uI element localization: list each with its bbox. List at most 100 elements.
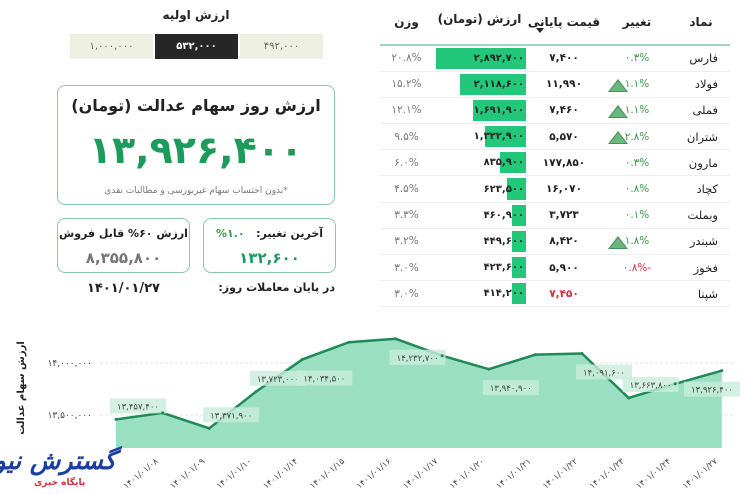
x-tick-label: ۱۴۰۱/۰۱/۲۱ [495, 457, 534, 492]
initial-option-532000[interactable]: ۵۳۲,۰۰۰ [155, 34, 238, 59]
holdings-table: نماد تغییر قیمت پایانی ارزش (تومان) وزن … [380, 0, 730, 308]
x-tick-label: ۱۴۰۱/۰۱/۲۷ [681, 456, 720, 491]
data-point [254, 390, 258, 394]
data-point [533, 353, 537, 357]
up-triangle-icon [608, 131, 628, 145]
table-row[interactable]: فولاد ۱.۱% ۱۱,۹۹۰ ۲,۱۱۸,۶۰۰ ۱۵.۲% [380, 71, 730, 98]
value-bar [485, 126, 526, 148]
data-point [161, 411, 165, 415]
value-cell: ۴۱۴,۲۰۰ [433, 280, 526, 308]
daily-value: ۱۳,۹۲۶,۴۰۰ [88, 128, 304, 172]
header-value-label: ارزش (تومان) [437, 11, 522, 26]
value-cell: ۴۴۹,۶۰۰ [433, 228, 526, 256]
x-tick-label: ۱۴۰۱/۰۱/۲۳ [588, 456, 627, 491]
initial-option-1000000[interactable]: ۱,۰۰۰,۰۰۰ [70, 34, 153, 59]
value-cell: ۱,۶۹۱,۹۰۰ [433, 97, 526, 125]
data-label: ۱۳,۷۲۳,۰۰۰ [257, 375, 299, 385]
table-row[interactable]: شپنا ۷,۴۵۰ ۴۱۴,۲۰۰ ۳.۰% [380, 280, 730, 308]
weight-cell: ۹.۵% [380, 123, 433, 151]
table-row[interactable]: وبملت ۰.۱% ۳,۷۲۳ ۴۶۰,۹۰۰ ۳.۳% [380, 202, 730, 229]
x-tick-label: ۱۴۰۱/۰۱/۱۷ [401, 456, 440, 491]
value-cell: ۸۳۵,۹۰۰ [433, 149, 526, 177]
value-text: ۴۱۴,۲۰۰ [483, 288, 524, 300]
value-cell: ۲,۱۱۸,۶۰۰ [433, 71, 526, 98]
last-change-percent: ۱.۰% [215, 227, 245, 240]
value-text: ۶۲۳,۵۰۰ [483, 183, 524, 195]
x-tick-label: ۱۴۰۱/۰۱/۱۶ [355, 457, 394, 492]
data-label-box [622, 376, 679, 392]
table-row[interactable]: کچاد ۰.۸% ۱۶,۰۷۰ ۶۲۳,۵۰۰ ۴.۵% [380, 175, 730, 203]
header-change[interactable]: تغییر [602, 0, 672, 46]
table-row[interactable]: شتران ۲.۸% ۵,۵۷۰ ۱,۳۲۲,۹۰۰ ۹.۵% [380, 123, 730, 151]
table-row[interactable]: شبندر ۱.۸% ۸,۴۲۰ ۴۴۹,۶۰۰ ۳.۲% [380, 228, 730, 256]
weight-cell: ۳.۲% [380, 228, 433, 256]
data-label-box [249, 370, 306, 386]
sellable-value-title: ارزش ۶۰% قابل فروش [59, 227, 188, 240]
data-label-box [110, 398, 166, 414]
header-value[interactable]: ارزش (تومان) [433, 0, 544, 46]
daily-value-title: ارزش روز سهام عدالت (تومان) [71, 96, 321, 115]
data-point [673, 382, 677, 386]
value-text: ۴۶۰,۹۰۰ [483, 209, 524, 221]
value-cell: ۱,۳۲۲,۹۰۰ [433, 123, 526, 151]
change-cell: ۲.۸% [602, 123, 672, 151]
table-row[interactable]: فارس ۰.۳% ۷,۴۰۰ ۲,۸۹۲,۷۰۰ ۲۰.۸% [380, 45, 730, 72]
data-label-box [389, 349, 446, 365]
value-cell: ۴۲۳,۶۰۰ [433, 254, 526, 282]
weight-cell: ۳.۰% [380, 254, 433, 282]
symbol-cell: فارس [672, 45, 730, 72]
last-change-title: آخرین تغییر: ۱.۰% [204, 227, 335, 240]
weight-cell: ۱۲.۱% [380, 97, 433, 125]
x-tick-label: ۱۴۰۱/۰۱/۲۰ [448, 457, 487, 492]
change-cell: -۰.۸% [602, 254, 672, 282]
data-label: ۱۴,۰۹۱,۶۰۰ [583, 368, 625, 378]
change-value: ۱.۱% [624, 104, 650, 117]
weight-cell: ۳.۳% [380, 202, 433, 229]
value-text: ۸۳۵,۹۰۰ [483, 157, 524, 169]
x-tick-label: ۱۴۰۱/۰۱/۲۲ [541, 456, 580, 491]
data-point [300, 357, 304, 361]
change-value: ۰.۱% [624, 209, 650, 222]
daily-value-card: ارزش روز سهام عدالت (تومان) ۱۳,۹۲۶,۴۰۰ *… [57, 85, 335, 205]
value-bar [460, 73, 526, 95]
header-weight[interactable]: وزن [380, 0, 433, 46]
symbol-cell: مارون [672, 149, 730, 177]
sort-desc-icon [535, 27, 544, 33]
last-change-card: آخرین تغییر: ۱.۰% ۱۳۲,۶۰۰ [203, 218, 336, 273]
trading-day-date: ۱۴۰۱/۰۱/۲۷ [87, 281, 160, 296]
data-label-box [482, 380, 539, 396]
price-cell: ۱۶,۰۷۰ [526, 175, 602, 203]
data-point [114, 417, 118, 421]
value-bar [473, 99, 526, 122]
change-cell: ۰.۳% [602, 45, 672, 72]
data-point [394, 337, 398, 341]
table-row[interactable]: فخوز -۰.۸% ۵,۹۰۰ ۴۲۳,۶۰۰ ۳.۰% [380, 254, 730, 282]
price-cell: ۱۷۷,۸۵۰ [526, 149, 602, 177]
y-tick-label: ۱۳,۵۰۰,۰۰۰ [48, 411, 92, 421]
data-point [627, 396, 631, 400]
trading-day-label: در پایان معاملات روز: [218, 281, 335, 294]
area-fill [116, 338, 722, 448]
value-bar [512, 204, 526, 226]
initial-option-492000[interactable]: ۴۹۲,۰۰۰ [240, 34, 323, 59]
header-price[interactable]: قیمت پایانی [526, 0, 602, 46]
table-row[interactable]: فملی ۱.۱% ۷,۴۶۰ ۱,۶۹۱,۹۰۰ ۱۲.۱% [380, 97, 730, 125]
symbol-cell: فملی [672, 97, 730, 125]
last-change-label: آخرین تغییر: [256, 227, 324, 240]
price-cell: ۱۱,۹۹۰ [526, 71, 602, 98]
value-cell: ۶۲۳,۵۰۰ [433, 175, 526, 203]
value-text: ۲,۱۱۸,۶۰۰ [473, 78, 524, 90]
symbol-cell: شپنا [672, 280, 730, 308]
data-point [207, 426, 211, 430]
change-cell: ۰.۸% [602, 175, 672, 203]
up-triangle-icon [608, 104, 628, 118]
logo-tagline: پایگاه خبری [34, 478, 86, 488]
logo: گسترش نیوز پایگاه خبری [0, 446, 116, 492]
header-symbol[interactable]: نماد [672, 0, 730, 46]
value-text: ۴۲۳,۶۰۰ [483, 262, 524, 274]
table-row[interactable]: مارون ۰.۳% ۱۷۷,۸۵۰ ۸۳۵,۹۰۰ ۶.۰% [380, 149, 730, 177]
change-cell: ۱.۱% [602, 71, 672, 98]
data-label-box [203, 407, 260, 423]
value-bar [507, 178, 526, 200]
change-value: ۱.۱% [624, 78, 650, 91]
